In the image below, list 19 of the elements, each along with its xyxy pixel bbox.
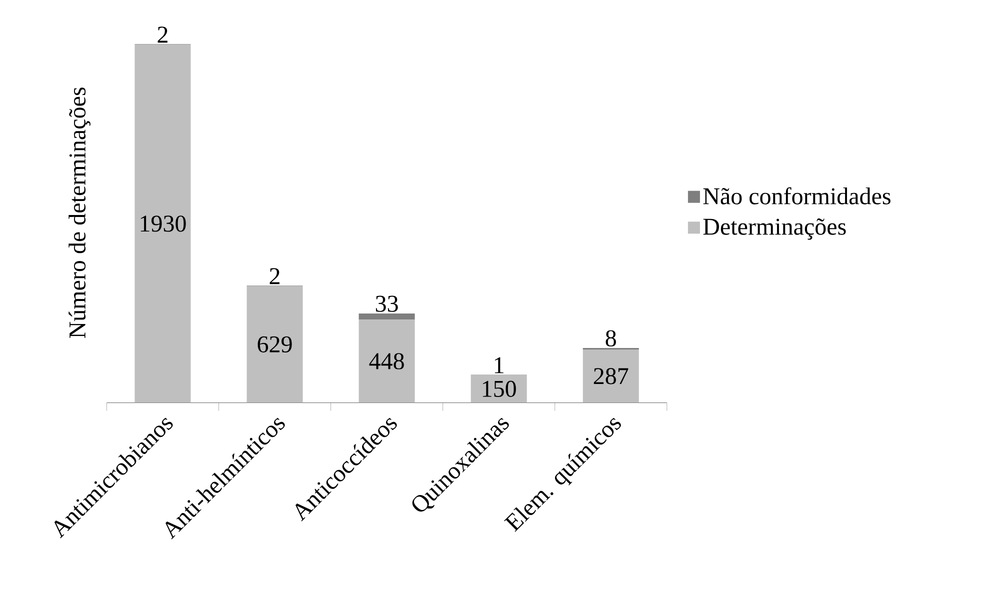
bar (358, 320, 415, 403)
data-label: 448 (369, 353, 404, 370)
data-label: 8 (606, 330, 616, 346)
bar (246, 286, 303, 403)
data-label: 150 (482, 380, 516, 397)
bar (134, 44, 191, 403)
data-label: 33 (376, 296, 398, 312)
data-label: 629 (258, 336, 292, 352)
data-label: 2 (158, 26, 168, 42)
bar (358, 313, 415, 320)
data-label: 1 (494, 357, 504, 374)
bar (582, 349, 639, 403)
bar (470, 374, 527, 403)
legend-label: Determinações (703, 218, 846, 240)
legend-label: Não conformidades (703, 187, 890, 204)
data-label: 287 (594, 368, 628, 384)
data-label: 2 (270, 268, 280, 284)
y-axis-title: Número de determinações (68, 87, 90, 338)
data-label: 1930 (140, 215, 186, 232)
